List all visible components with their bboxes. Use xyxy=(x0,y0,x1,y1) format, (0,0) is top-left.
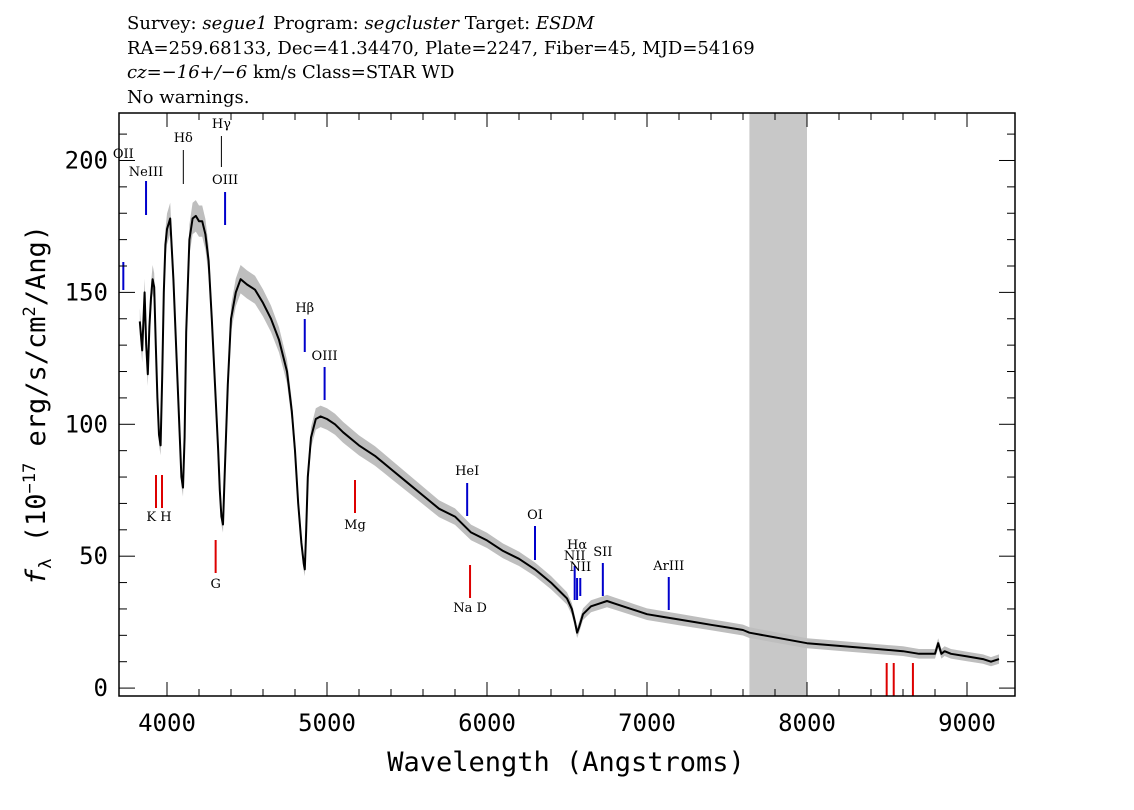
line-label: Mg xyxy=(344,518,366,533)
survey-line: Survey: segue1 Program: segcluster Targe… xyxy=(127,12,755,37)
survey-value: segue1 xyxy=(202,13,268,34)
spectrum-header: Survey: segue1 Program: segcluster Targe… xyxy=(127,12,755,110)
x-tick-label: 6000 xyxy=(458,709,516,737)
spectrum-line xyxy=(138,214,1000,663)
program-label: Program: xyxy=(273,13,359,34)
line-label: ArIII xyxy=(652,559,684,574)
line-label: NII xyxy=(569,560,591,575)
x-axis-title: Wavelength (Angstroms) xyxy=(387,747,745,778)
line-label: NII xyxy=(564,549,586,564)
x-tick-label: 8000 xyxy=(778,709,836,737)
line-label: Hγ xyxy=(212,117,231,132)
cz-value: −16+/−6 xyxy=(161,62,248,83)
x-tick-label: 9000 xyxy=(938,709,996,737)
line-label: OIII xyxy=(212,173,238,188)
error-band xyxy=(139,200,1000,667)
line-label: OI xyxy=(527,508,543,523)
coordinates-line: RA=259.68133, Dec=41.34470, Plate=2247, … xyxy=(127,37,755,59)
target-label: Target: xyxy=(464,13,531,34)
redshift-line: cz=−16+/−6 km/s Class=STAR WD xyxy=(127,61,755,86)
line-label: NeIII xyxy=(129,165,163,180)
line-label: OIII xyxy=(312,349,338,364)
cz-label: cz= xyxy=(127,62,162,83)
line-label: K H xyxy=(146,510,171,525)
plot-frame xyxy=(118,112,1016,697)
line-label: Hδ xyxy=(174,131,193,146)
y-tick-label: 200 xyxy=(65,146,108,174)
y-tick-label: 100 xyxy=(65,410,108,438)
target-value: ESDM xyxy=(535,13,595,34)
line-label: G xyxy=(210,577,220,592)
warnings-line: No warnings. xyxy=(127,86,250,108)
masked-region xyxy=(749,113,807,696)
line-label: OII xyxy=(113,147,134,162)
line-label: HeI xyxy=(455,464,479,479)
y-tick-label: 150 xyxy=(65,278,108,306)
y-tick-label: 0 xyxy=(94,674,108,702)
line-label: Hα xyxy=(567,538,587,553)
x-tick-label: 5000 xyxy=(298,709,356,737)
survey-label: Survey: xyxy=(127,13,197,34)
x-tick-label: 4000 xyxy=(138,709,196,737)
line-label: Hβ xyxy=(295,301,314,316)
y-tick-label: 50 xyxy=(79,542,108,570)
line-label: SII xyxy=(593,545,612,560)
y-axis-title: fλ (10−17 erg/s/cm2/Ang) xyxy=(20,225,56,585)
x-tick-label: 7000 xyxy=(618,709,676,737)
line-label: Na D xyxy=(453,601,487,616)
cz-rest: km/s Class=STAR WD xyxy=(247,62,455,83)
program-value: segcluster xyxy=(364,13,460,34)
